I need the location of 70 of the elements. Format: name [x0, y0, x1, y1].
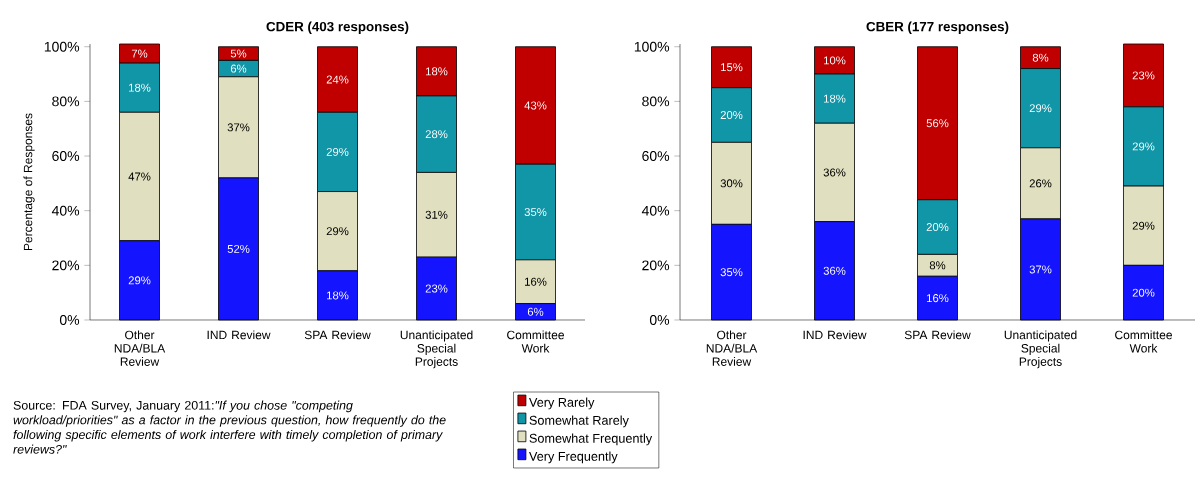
source-note: Source: FDA Survey, January 2011:"If you chose "competing workload/priorities" as a factor in the previous question, how frequently do the following specific elements of work interfere with timely completion of primary reviews?": [13, 400, 446, 454]
data-label: 7%: [131, 49, 148, 58]
x-tick-label: Unanticipated Special Projects: [1004, 330, 1077, 369]
data-label: 18%: [129, 83, 151, 92]
data-label: 29%: [1132, 221, 1155, 230]
y-tick-label: 80%: [642, 96, 670, 107]
x-tick-label: SPA Review: [904, 330, 971, 340]
data-label: 31%: [425, 210, 448, 219]
data-label: 24%: [326, 75, 349, 84]
data-label: 47%: [128, 172, 151, 181]
data-label: 10%: [824, 56, 846, 65]
chart-title: CDER (403 responses): [266, 21, 409, 34]
y-tick-label: 20%: [52, 260, 80, 271]
y-tick-label: 100%: [634, 41, 670, 52]
x-tick-label: Unanticipated Special Projects: [400, 330, 473, 369]
data-label: 16%: [525, 277, 547, 286]
data-label: 36%: [823, 168, 846, 177]
data-label: 8%: [1032, 53, 1049, 62]
data-label: 37%: [227, 123, 250, 132]
data-label: 35%: [720, 268, 743, 277]
y-tick-label: 40%: [641, 205, 670, 216]
data-label: 52%: [227, 244, 250, 253]
legend-label: Somewhat Frequently: [529, 433, 653, 446]
x-tick-label: IND Review: [207, 330, 271, 340]
data-label: 15%: [721, 63, 743, 72]
x-tick-label: Committee Work: [507, 330, 564, 353]
data-label: 29%: [1132, 142, 1155, 151]
y-tick-label: 40%: [51, 205, 80, 216]
data-label: 18%: [426, 67, 448, 76]
data-label: 18%: [824, 94, 846, 103]
data-label: 5%: [230, 49, 247, 58]
data-label: 20%: [1132, 288, 1155, 297]
data-label: 6%: [527, 307, 544, 316]
y-tick-label: 100%: [44, 41, 80, 52]
y-tick-label: 60%: [642, 151, 670, 161]
chart-title: CBER (177 responses): [866, 21, 1009, 34]
data-label: 20%: [926, 223, 949, 232]
data-label: 35%: [524, 208, 547, 217]
x-tick-label: Other NDA/BLA Review: [114, 330, 166, 366]
data-label: 23%: [425, 284, 448, 293]
legend-label: Somewhat Rarely: [529, 415, 629, 428]
data-label: 6%: [230, 64, 247, 73]
y-axis-title: Percentage of Responses: [23, 113, 35, 251]
y-tick-label: 0%: [59, 315, 80, 325]
data-label: 29%: [128, 276, 151, 285]
data-label: 8%: [929, 261, 946, 270]
y-tick-label: 60%: [52, 151, 80, 161]
data-label: 20%: [720, 111, 743, 120]
x-tick-label: Committee Work: [1115, 330, 1172, 353]
data-label: 37%: [1029, 265, 1052, 274]
x-tick-label: IND Review: [803, 330, 867, 340]
data-label: 29%: [326, 147, 349, 156]
data-label: 29%: [1029, 104, 1052, 113]
data-label: 18%: [327, 291, 349, 300]
x-tick-label: SPA Review: [304, 330, 371, 340]
data-label: 56%: [926, 119, 949, 128]
data-label: 29%: [326, 227, 349, 236]
legend-label: Very Rarely: [529, 397, 595, 410]
data-label: 26%: [1029, 179, 1052, 188]
y-tick-label: 20%: [642, 260, 670, 271]
y-tick-label: 0%: [649, 315, 670, 325]
data-label: 23%: [1132, 71, 1155, 80]
data-label: 28%: [425, 130, 448, 139]
x-tick-label: Other NDA/BLA Review: [706, 330, 758, 366]
data-label: 36%: [823, 266, 846, 275]
y-tick-label: 80%: [52, 96, 80, 107]
legend-label: Very Frequently: [529, 451, 618, 464]
data-label: 16%: [927, 294, 949, 303]
data-label: 43%: [524, 101, 547, 110]
data-label: 30%: [720, 179, 743, 188]
